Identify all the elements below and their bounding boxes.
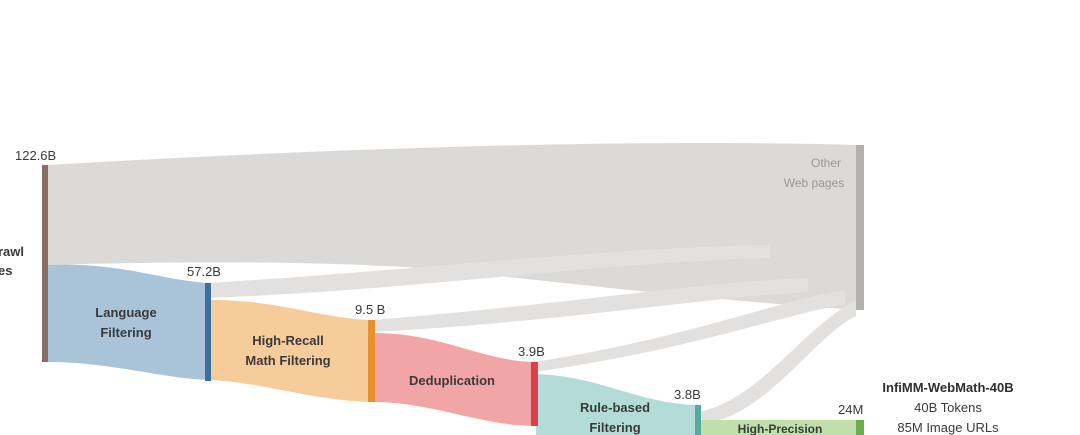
flow-rule	[536, 374, 696, 435]
stage-label-language-2: Filtering	[100, 325, 151, 340]
stage-label-precision: High-Precision	[738, 422, 823, 435]
value-label-rule: 3.8B	[674, 387, 701, 402]
source-label-line2: es	[0, 263, 12, 278]
other-label-line1: Other	[811, 156, 841, 170]
node-bar-rule	[695, 405, 701, 435]
flow-language	[48, 264, 208, 380]
result-images: 85M Image URLs	[897, 420, 999, 435]
value-label-start: 122.6B	[15, 148, 56, 163]
flow-loss-dedup	[534, 290, 845, 372]
stage-label-math-1: High-Recall	[252, 333, 324, 348]
node-bar-final	[856, 420, 864, 435]
node-bar-source	[42, 165, 48, 362]
stage-label-rule-2: Filtering	[589, 420, 640, 435]
stage-label-math-2: Math Filtering	[245, 353, 330, 368]
flow-other-main	[48, 142, 858, 310]
value-label-dedup: 3.9B	[518, 344, 545, 359]
node-bar-language	[205, 283, 211, 381]
flow-precision	[700, 420, 856, 435]
flow-loss-math	[372, 278, 808, 332]
node-bar-math	[368, 320, 375, 402]
stage-label-rule-1: Rule-based	[580, 400, 650, 415]
flow-loss-language	[208, 245, 770, 298]
node-bar-dedup	[531, 362, 538, 426]
flow-loss-rule	[698, 300, 856, 424]
stage-label-language-1: Language	[95, 305, 156, 320]
value-label-math: 9.5 B	[355, 302, 385, 317]
stage-label-dedup: Deduplication	[409, 373, 495, 388]
flow-dedup	[374, 333, 532, 426]
result-tokens: 40B Tokens	[914, 400, 982, 415]
source-label-line1: rawl	[0, 244, 24, 259]
flow-math	[210, 300, 370, 402]
result-title: InfiMM-WebMath-40B	[882, 380, 1013, 395]
value-label-final: 24M	[838, 402, 863, 417]
node-bar-other	[856, 145, 864, 310]
value-label-language: 57.2B	[187, 264, 221, 279]
other-label-line2: Web pages	[784, 176, 845, 190]
